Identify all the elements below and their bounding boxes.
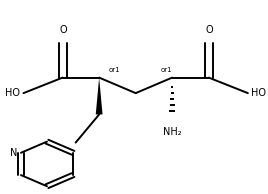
Text: O: O (59, 25, 67, 35)
Text: HO: HO (5, 88, 20, 98)
Text: NH₂: NH₂ (163, 127, 181, 137)
Text: O: O (206, 25, 213, 35)
Text: HO: HO (251, 88, 266, 98)
Text: or1: or1 (108, 67, 120, 73)
Text: N: N (10, 148, 17, 158)
Polygon shape (96, 78, 103, 114)
Text: or1: or1 (161, 67, 172, 73)
